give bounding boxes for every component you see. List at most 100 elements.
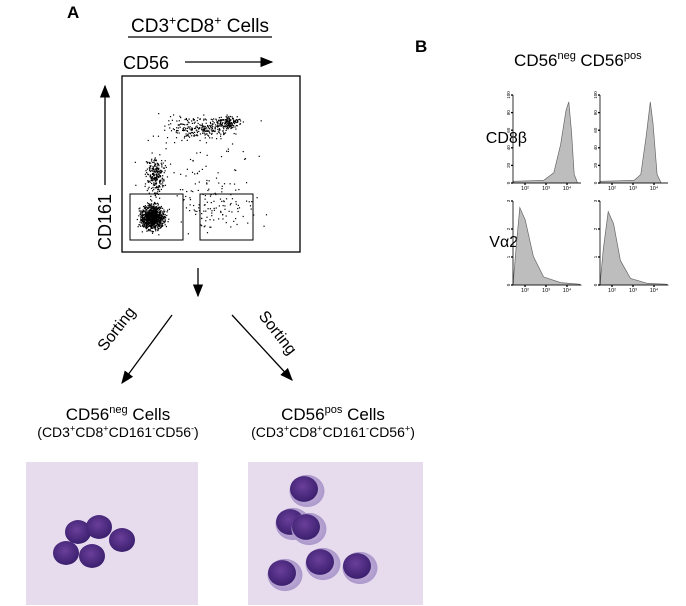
y-tick-label: 0	[593, 181, 598, 184]
dot	[144, 222, 146, 224]
dot	[152, 211, 154, 213]
dot	[154, 211, 156, 214]
dot	[237, 210, 239, 213]
dot	[157, 214, 159, 216]
dot	[155, 177, 157, 179]
dot	[162, 175, 164, 177]
dot	[191, 171, 194, 173]
dot	[148, 205, 150, 207]
dot	[203, 204, 206, 206]
dot	[182, 189, 184, 191]
dot	[239, 120, 242, 122]
dot	[154, 216, 156, 218]
dot	[150, 174, 152, 176]
dot	[227, 122, 229, 124]
dot	[197, 135, 199, 137]
population-name: CD56neg Cells	[66, 404, 170, 424]
dot	[213, 209, 216, 211]
dot	[153, 213, 156, 215]
dot	[151, 215, 153, 218]
dot	[154, 206, 157, 208]
dot	[248, 201, 250, 203]
dot	[152, 170, 154, 172]
dot	[178, 120, 180, 122]
dot	[150, 224, 153, 226]
dot	[158, 219, 160, 221]
dot	[158, 208, 160, 210]
dot	[160, 218, 162, 220]
dot	[147, 223, 149, 225]
dot	[147, 224, 149, 226]
dot	[151, 219, 154, 221]
dot	[146, 215, 149, 218]
dot	[153, 223, 155, 225]
dot	[222, 125, 225, 127]
dot	[226, 116, 228, 118]
dot	[225, 215, 227, 217]
dot	[152, 222, 154, 225]
dot	[153, 202, 156, 204]
dot	[159, 182, 161, 184]
column-header: CD56pos	[580, 50, 642, 70]
dot	[159, 176, 162, 178]
dot	[182, 129, 184, 131]
dot	[232, 119, 235, 121]
dot	[220, 156, 223, 158]
dot	[145, 212, 147, 215]
dot	[230, 119, 232, 121]
text-run: CD56	[281, 405, 324, 424]
dot	[159, 172, 161, 174]
dot	[144, 211, 146, 213]
dot	[151, 205, 153, 207]
dot	[150, 206, 152, 208]
dot	[140, 220, 142, 222]
dot	[210, 118, 212, 120]
dot	[194, 210, 196, 212]
dot	[198, 130, 200, 133]
text-run: +	[103, 423, 108, 433]
dot	[217, 172, 219, 174]
dot	[150, 219, 152, 221]
dot	[225, 198, 228, 200]
dot	[164, 219, 166, 221]
dot	[217, 124, 219, 126]
dot	[249, 205, 252, 207]
dot	[188, 118, 190, 120]
dot	[147, 228, 150, 231]
dot	[157, 229, 159, 232]
dot	[188, 136, 191, 138]
dot	[150, 179, 152, 181]
dot	[150, 208, 153, 210]
dot	[235, 133, 237, 135]
x-tick-label: 10⁴	[563, 287, 572, 294]
dot	[147, 207, 149, 209]
dot	[161, 223, 163, 225]
dot	[245, 182, 248, 184]
dot	[152, 224, 154, 227]
x-tick-label: 10³	[542, 186, 550, 192]
dot	[155, 168, 157, 170]
dot	[169, 116, 172, 118]
dot	[162, 213, 165, 215]
dot	[195, 134, 197, 137]
dot	[210, 126, 212, 128]
dot	[152, 180, 154, 182]
dot	[156, 219, 158, 222]
dot	[192, 190, 194, 193]
dot	[145, 219, 148, 221]
dot	[153, 173, 155, 176]
dot	[152, 169, 155, 171]
dot	[156, 166, 158, 168]
dot	[179, 115, 181, 117]
y-tick-label: 2	[593, 227, 598, 230]
x-tick-label: 10³	[629, 288, 637, 294]
dot	[185, 117, 187, 120]
dot	[242, 215, 244, 218]
dot	[156, 222, 158, 224]
dot	[186, 190, 188, 193]
dot	[237, 207, 239, 210]
dot	[214, 130, 216, 132]
dot	[160, 216, 162, 218]
